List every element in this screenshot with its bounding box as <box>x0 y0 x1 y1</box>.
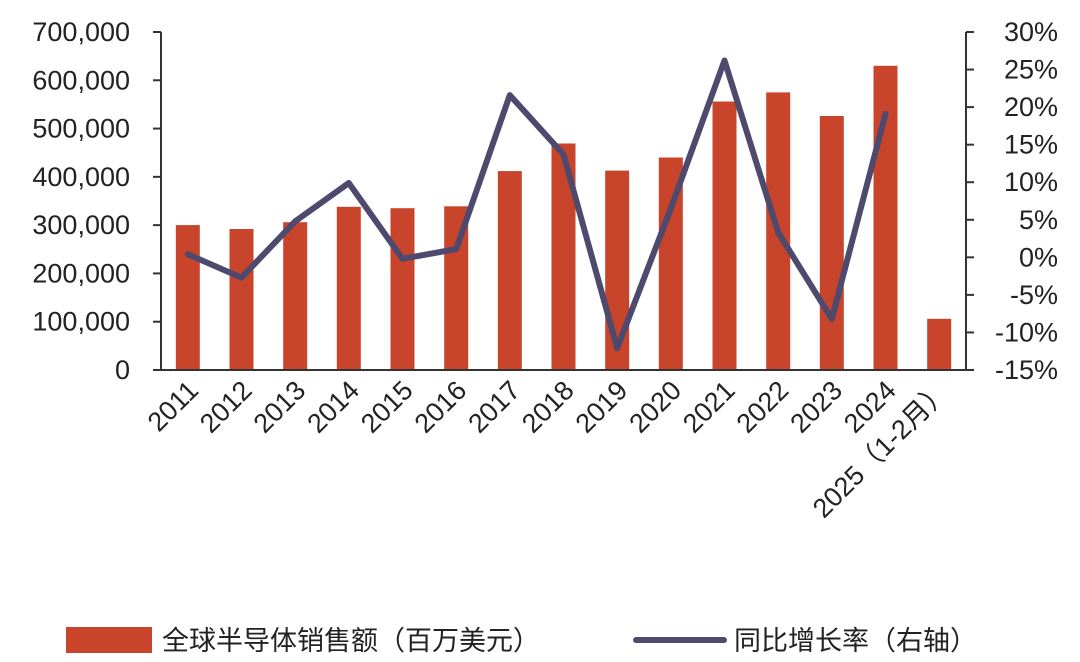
right-tick-label: -15% <box>995 355 1058 385</box>
bar-2011 <box>175 225 200 370</box>
x-tick-label: 2016 <box>409 375 473 439</box>
x-tick-label: 2023 <box>784 375 848 439</box>
legend-swatch-bar <box>66 627 152 653</box>
x-tick-label: 2011 <box>142 375 204 437</box>
left-tick-label: 200,000 <box>32 258 130 288</box>
bar-2019 <box>605 170 630 370</box>
bar-2014 <box>336 206 361 370</box>
bar-2012 <box>229 229 254 370</box>
bar-series <box>175 65 952 371</box>
bar-2023 <box>819 116 844 370</box>
bar-2017 <box>497 171 522 370</box>
left-tick-label: 600,000 <box>32 65 130 95</box>
right-tick-label: 30% <box>1004 17 1058 47</box>
bar-2013 <box>283 222 308 370</box>
left-tick-label: 100,000 <box>32 307 130 337</box>
left-tick-label: 700,000 <box>32 17 130 47</box>
bar-2021 <box>712 101 737 370</box>
line-series <box>184 57 889 352</box>
right-axis: -15% -10% -5% 0% 5% 10% 15% 20% 25% 30% <box>966 17 1058 385</box>
bar-2015 <box>390 208 415 370</box>
right-tick-label: 5% <box>1019 205 1058 235</box>
left-tick-label: 0 <box>115 355 130 385</box>
left-tick-label: 500,000 <box>32 114 130 144</box>
x-tick-label: 2021 <box>677 375 741 439</box>
right-tick-label: 15% <box>1004 130 1058 160</box>
right-tick-label: 0% <box>1019 242 1058 272</box>
x-tick-label: 2020 <box>623 375 687 439</box>
right-tick-label: 25% <box>1004 55 1058 85</box>
x-tick-label: 2015 <box>355 375 419 439</box>
legend: 全球半导体销售额（百万美元） 同比增长率（右轴） <box>66 626 977 657</box>
x-tick-label: 2014 <box>301 375 365 439</box>
x-tick-label: 2012 <box>194 375 258 439</box>
legend-label-line: 同比增长率（右轴） <box>734 626 977 657</box>
x-tick-label: 2018 <box>516 375 580 439</box>
right-tick-label: -5% <box>1010 280 1058 310</box>
axes-frame <box>160 32 967 371</box>
x-tick-label: 2017 <box>462 375 526 439</box>
right-tick-label: -10% <box>995 317 1058 347</box>
legend-label-bar: 全球半导体销售额（百万美元） <box>162 626 540 657</box>
growth-line <box>184 57 889 352</box>
left-tick-label: 300,000 <box>32 210 130 240</box>
x-tick-label: 2022 <box>731 375 795 439</box>
x-axis: 2011201220132014201520162017201820192020… <box>142 375 956 524</box>
right-tick-label: 20% <box>1004 92 1058 122</box>
x-tick-label: 2019 <box>570 375 634 439</box>
bar-2025（1-2月） <box>927 318 952 370</box>
left-tick-label: 400,000 <box>32 162 130 192</box>
right-tick-label: 10% <box>1004 167 1058 197</box>
x-tick-label: 2013 <box>248 375 312 439</box>
left-axis: 0 100,000 200,000 300,000 400,000 500,000 600,… <box>32 17 161 385</box>
